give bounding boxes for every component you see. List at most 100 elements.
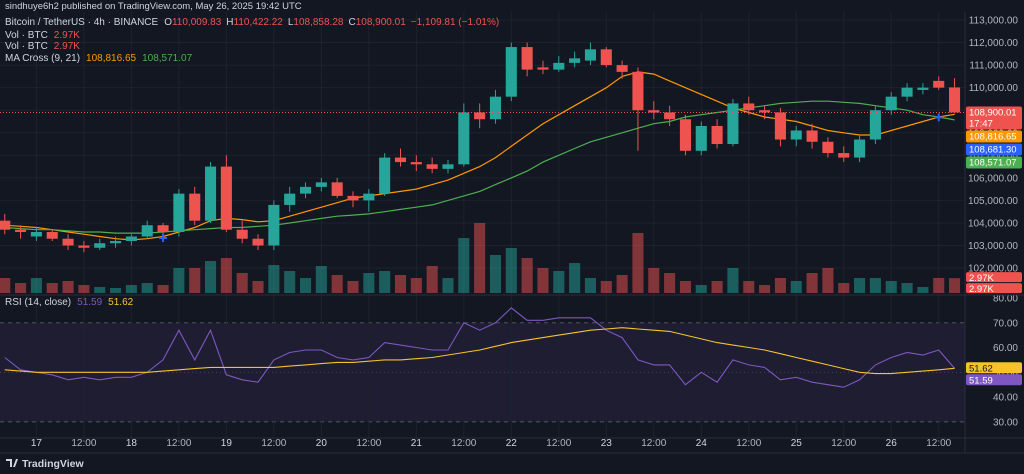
y-tick-label: 40.00: [993, 393, 1018, 404]
volume-bar: [806, 273, 818, 293]
candle-body: [78, 245, 90, 248]
candle-body: [299, 186, 312, 194]
volume-bar: [394, 275, 407, 293]
volume-bar: [505, 248, 517, 293]
footer-logo: TradingView: [6, 458, 84, 470]
volume-bar: [30, 278, 42, 293]
ohlc-key: L: [288, 17, 294, 28]
candle-body: [711, 125, 723, 145]
rsi-value: 51.59: [77, 297, 102, 308]
price-tag: [966, 283, 1022, 294]
y-tick-label: 110,000.00: [969, 83, 1019, 94]
candle-body: [553, 62, 565, 70]
candle-body: [600, 49, 612, 66]
volume-bar: [315, 266, 327, 293]
candle-body: [616, 65, 628, 72]
candle-body: [933, 80, 945, 88]
ma-value: 108,816.65: [86, 53, 136, 64]
price-tag: [966, 374, 1022, 386]
candle-body: [521, 47, 533, 70]
candle-body: [838, 153, 850, 158]
volume-bar: [299, 278, 312, 293]
logo-text: TradingView: [22, 458, 84, 470]
volume-bar: [600, 281, 612, 293]
logo-icon: [6, 459, 18, 467]
candle-body: [125, 236, 137, 241]
y-tick-label: 113,000.00: [969, 16, 1019, 27]
volume-bar: [379, 271, 391, 293]
price-tag: [966, 156, 1022, 169]
volume-value: 2.97K: [54, 41, 80, 52]
x-tick-label: 12:00: [356, 438, 381, 449]
candle-body: [0, 220, 11, 230]
volume-bar: [885, 281, 897, 293]
volume-bar: [648, 268, 660, 293]
volume-bar: [790, 281, 802, 293]
price-tag-text: 108,816.65: [969, 131, 1017, 142]
x-tick-label: 12:00: [641, 438, 666, 449]
volume-bar: [854, 278, 866, 293]
candle-body: [284, 193, 296, 205]
volume-bar: [252, 281, 264, 293]
publisher: sindhuye6h2 published on TradingView.com…: [5, 1, 302, 12]
volume-bar: [94, 287, 106, 293]
volume-bar: [157, 285, 169, 293]
x-tick-label: 12:00: [736, 438, 761, 449]
volume-bar: [0, 278, 11, 293]
volume-bar: [410, 278, 422, 293]
x-tick-label: 12:00: [831, 438, 856, 449]
ohlc-value: 110,009.83: [172, 17, 222, 28]
volume-bar: [110, 288, 122, 293]
candle-body: [379, 157, 391, 194]
price-tag: [966, 130, 1022, 143]
price-tag-text: 108,571.07: [969, 157, 1017, 168]
candle-body: [648, 110, 660, 113]
y-tick-label: 104,000.00: [968, 218, 1018, 229]
y-tick-label: 102,000.00: [968, 264, 1018, 275]
x-tick-label: 12:00: [451, 438, 476, 449]
x-tick-label: 12:00: [926, 438, 951, 449]
volume-bar: [189, 268, 201, 293]
x-tick-label: 18: [126, 438, 138, 449]
ohlc-key: H: [226, 17, 233, 28]
candle-body: [46, 231, 58, 239]
candle-body: [664, 112, 676, 120]
y-tick-label: 50.00: [993, 368, 1018, 379]
candle-body: [236, 229, 248, 239]
candle-body: [268, 204, 280, 246]
series-line: [4, 307, 956, 388]
volume-bar: [869, 278, 881, 293]
ma-cross-marker: [934, 113, 943, 122]
volume-bar: [426, 266, 438, 293]
candle-body: [806, 130, 818, 142]
candle-body: [30, 231, 42, 237]
volume-bar: [822, 268, 834, 293]
candle-body: [489, 96, 502, 120]
candle-body: [901, 87, 913, 97]
volume-bar: [363, 273, 375, 293]
candle-body: [204, 166, 217, 221]
volume-bar: [15, 283, 27, 293]
candle-body: [15, 229, 27, 232]
x-tick-label: 19: [221, 438, 233, 449]
volume-bar: [569, 263, 581, 293]
candle-body: [695, 125, 707, 151]
y-tick-label: 70.00: [993, 318, 1018, 329]
x-tick-label: 12:00: [261, 438, 286, 449]
rsi-band: [0, 322, 965, 422]
volume-bar: [220, 258, 232, 293]
x-tick-label: 12:00: [166, 438, 191, 449]
volume-bar: [949, 278, 961, 293]
marks-layer: [0, 42, 965, 388]
price-tag-text: 51.62: [969, 363, 993, 374]
candle-body: [537, 67, 549, 70]
price-tag-text: 108,900.01: [969, 107, 1017, 118]
candle-body: [347, 195, 359, 201]
y-tick-label: 111,000.00: [969, 61, 1018, 72]
ma-value: 108,571.07: [142, 53, 192, 64]
candle-body: [394, 157, 407, 163]
volume-bar: [917, 287, 929, 293]
price-tag-text: 2.97K: [969, 273, 994, 284]
y-tick-label: 80.00: [993, 293, 1018, 304]
